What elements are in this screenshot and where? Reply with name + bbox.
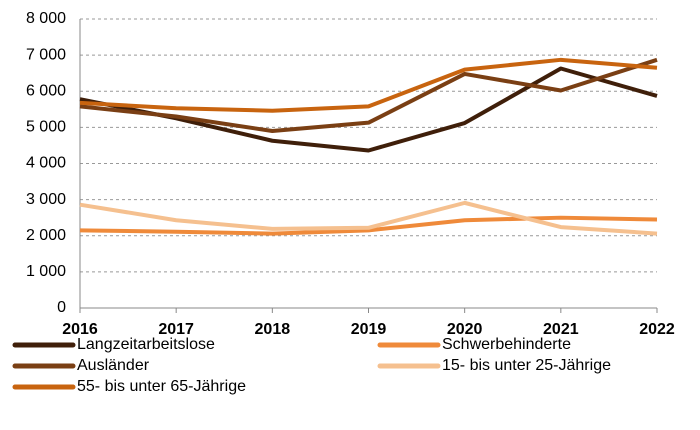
y-tick-label: 7 000 <box>26 46 66 63</box>
y-tick-label: 1 000 <box>26 263 66 280</box>
y-tick-label: 0 <box>57 299 66 316</box>
y-tick-label: 5 000 <box>26 119 66 136</box>
legend-label: 15- bis unter 25-Jährige <box>442 357 611 374</box>
x-tick-label: 2021 <box>543 321 579 338</box>
y-tick-label: 6 000 <box>26 82 66 99</box>
legend-label: Ausländer <box>77 357 150 374</box>
series-line <box>79 57 658 133</box>
x-tick-label: 2017 <box>158 321 194 338</box>
y-tick-label: 3 000 <box>26 191 66 208</box>
x-tick-label: 2022 <box>639 321 675 338</box>
legend-label: Langzeitarbeitslose <box>77 336 215 353</box>
series-line <box>79 200 658 236</box>
series-line <box>79 57 658 113</box>
y-tick-label: 2 000 <box>26 227 66 244</box>
legend-label: Schwerbehinderte <box>442 336 571 353</box>
legend-label: 55- bis unter 65-Jährige <box>77 378 246 395</box>
x-tick-label: 2018 <box>255 321 291 338</box>
x-tick-label: 2016 <box>62 321 98 338</box>
x-tick-label: 2020 <box>447 321 483 338</box>
y-tick-label: 4 000 <box>26 155 66 172</box>
series-line <box>79 215 658 236</box>
x-tick-label: 2019 <box>351 321 387 338</box>
y-tick-label: 8 000 <box>26 10 66 27</box>
